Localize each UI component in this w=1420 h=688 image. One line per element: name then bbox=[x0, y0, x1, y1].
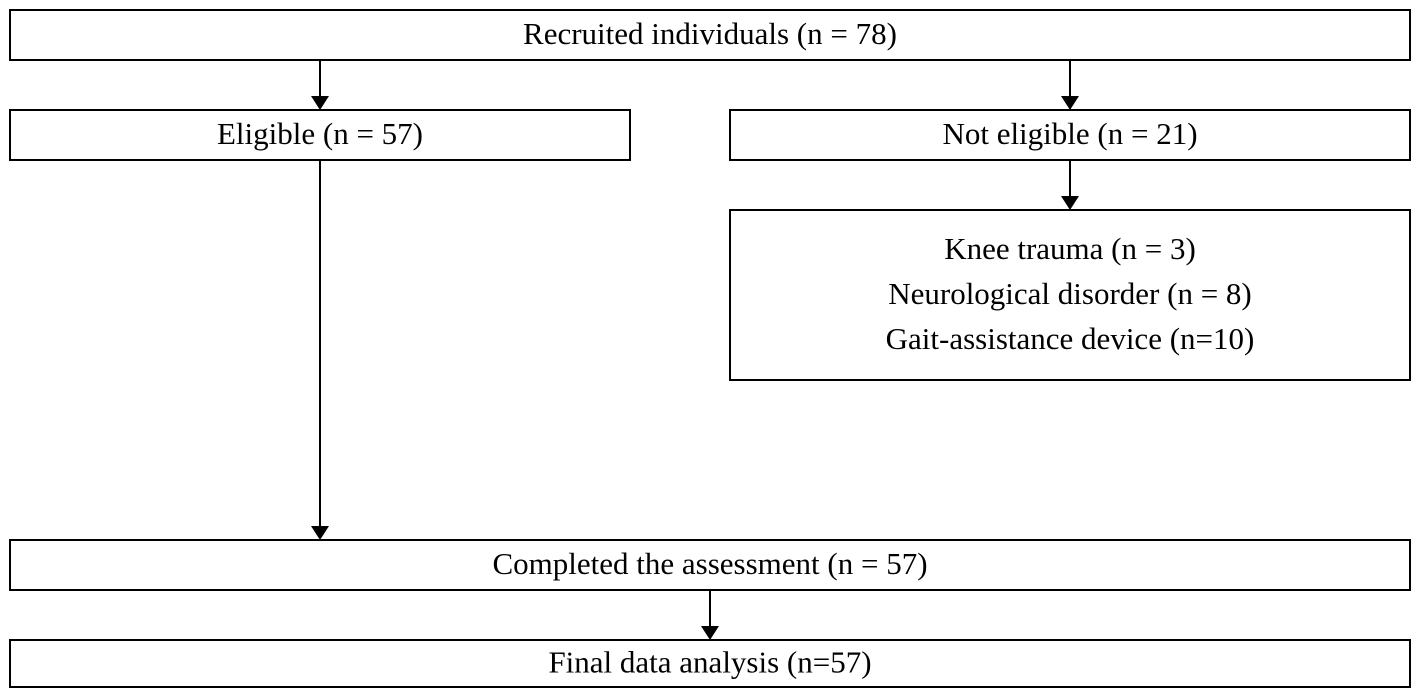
arrow-recruited-to-not_eligible bbox=[1061, 60, 1079, 110]
eligible: Eligible (n = 57) bbox=[10, 110, 630, 160]
final: Final data analysis (n=57) bbox=[10, 640, 1410, 687]
final-label: Final data analysis (n=57) bbox=[548, 645, 871, 680]
arrow-not_eligible-to-reasons bbox=[1061, 160, 1079, 210]
reasons-line-0: Knee trauma (n = 3) bbox=[944, 231, 1196, 266]
arrow-completed-to-final bbox=[701, 590, 719, 640]
reasons-line-2: Gait-assistance device (n=10) bbox=[886, 321, 1255, 356]
eligible-label: Eligible (n = 57) bbox=[217, 116, 423, 151]
recruited: Recruited individuals (n = 78) bbox=[10, 10, 1410, 60]
reasons-line-1: Neurological disorder (n = 8) bbox=[888, 276, 1252, 311]
reasons: Knee trauma (n = 3) Neurological disorder… bbox=[730, 210, 1410, 380]
not_eligible-label: Not eligible (n = 21) bbox=[942, 116, 1197, 151]
not_eligible: Not eligible (n = 21) bbox=[730, 110, 1410, 160]
recruited-label: Recruited individuals (n = 78) bbox=[523, 16, 897, 51]
arrow-recruited-to-eligible bbox=[311, 60, 329, 110]
completed-label: Completed the assessment (n = 57) bbox=[492, 546, 927, 581]
arrow-eligible-to-completed bbox=[311, 160, 329, 540]
completed: Completed the assessment (n = 57) bbox=[10, 540, 1410, 590]
